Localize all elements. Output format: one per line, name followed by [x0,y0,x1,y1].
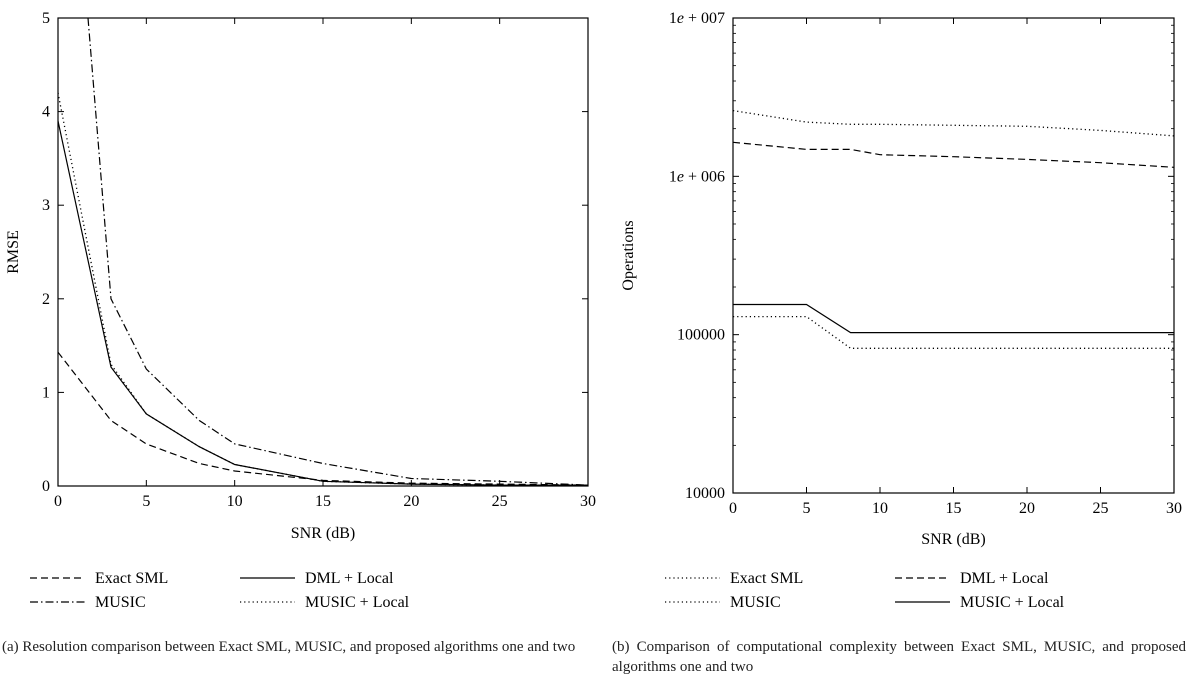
y-tick-label: 0 [42,478,50,495]
legend-label: MUSIC + Local [305,594,410,611]
x-tick-label: 25 [1093,500,1109,517]
legend-label: MUSIC + Local [960,594,1065,611]
x-tick-label: 25 [492,493,508,510]
legend-label: DML + Local [960,570,1049,587]
legend-label: Exact SML [730,570,803,587]
plot-frame-b [732,17,1175,494]
x-axis-label: SNR (dB) [291,525,355,542]
x-tick-label: 15 [946,500,962,517]
y-tick-label: 3 [42,197,50,214]
x-axis-label: SNR (dB) [921,531,985,548]
series-line-dml-local [733,141,1174,168]
x-tick-label: 0 [729,500,737,517]
y-axis-label: RMSE [5,230,22,274]
x-tick-label: 15 [315,493,331,510]
y-tick-label: 100000 [677,327,725,344]
legend-label: DML + Local [305,570,394,587]
x-tick-label: 5 [803,500,811,517]
caption-a: (a) Resolution comparison between Exact … [2,639,576,655]
legend-label: Exact SML [95,570,168,587]
caption-b: (b) Comparison of computational complexi… [612,639,1186,675]
y-tick-label: 4 [42,104,50,121]
legend-label: MUSIC [95,594,146,611]
series-line-music-local [733,303,1174,334]
y-tick-label: 2 [42,291,50,308]
y-tick-label: 10000 [685,485,725,502]
y-tick-label: 1e + 007 [669,10,725,27]
x-tick-label: 10 [227,493,243,510]
y-tick-label: 5 [42,10,50,27]
series-line-dml-local [58,120,588,486]
x-tick-label: 20 [1019,500,1035,517]
y-tick-label: 1e + 006 [669,168,725,185]
series-line-music [87,18,588,486]
legend-label: MUSIC [730,594,781,611]
series-line-exact-sml [58,351,588,486]
series-line-music-local [58,92,588,486]
x-tick-label: 0 [54,493,62,510]
y-tick-label: 1 [42,384,50,401]
series-line-exact-sml [733,109,1174,137]
x-tick-label: 5 [142,493,150,510]
plot-frame-a [57,17,589,487]
x-tick-label: 10 [872,500,888,517]
series-line-music [733,315,1174,349]
x-tick-label: 30 [580,493,596,510]
y-axis-label: Operations [620,220,637,290]
x-tick-label: 20 [403,493,419,510]
x-tick-label: 30 [1166,500,1182,517]
